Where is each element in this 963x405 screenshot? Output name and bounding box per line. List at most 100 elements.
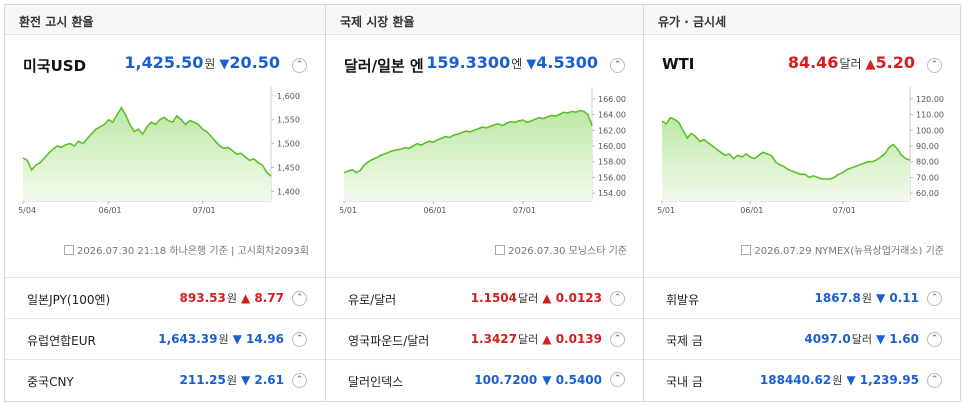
- y-tick-label: 156.00: [598, 173, 626, 182]
- expand-icon[interactable]: ⌃: [610, 58, 625, 73]
- quote-row-change: ▲ 0.0123: [542, 291, 602, 305]
- quote-row-value: 100.7200 ▼ 0.5400 ⌃: [474, 372, 625, 387]
- main-quote-unit: 원: [204, 57, 216, 71]
- quote-row-change-value: 1,239.95: [859, 373, 919, 387]
- main-quote-price-area: 84.46 달러 ▲5.20 ⌃: [788, 53, 942, 74]
- quote-row-change: ▼ 2.61: [241, 373, 284, 387]
- quote-list: 일본JPY(100엔) 893.53 원 ▲ 8.77 ⌃ 유럽연합EUR 1,643.39…: [5, 278, 325, 401]
- quote-row-change: ▼ 1,239.95: [846, 373, 919, 387]
- y-tick-label: 166.00: [598, 95, 626, 104]
- main-quote-change: ▲5.20: [866, 53, 915, 72]
- quote-row-price: 4097.0: [804, 332, 851, 346]
- quote-row-price: 1867.8: [814, 291, 861, 305]
- chart-source-text: 2026.07.29 NYMEX(뉴욕상업거래소) 기준: [754, 246, 944, 257]
- expand-icon[interactable]: ⌃: [292, 58, 307, 73]
- quote-row[interactable]: 국제 금 4097.0 달러 ▼ 1.60 ⌃: [644, 319, 960, 360]
- quote-row-value: 1.1504 달러 ▲ 0.0123 ⌃: [471, 290, 625, 306]
- direction-icon: ▼: [219, 57, 230, 72]
- quote-row-change-value: 0.0139: [555, 332, 602, 346]
- quote-row-change: ▼ 0.5400: [542, 373, 602, 387]
- quote-row-unit: 원: [861, 292, 872, 305]
- quote-row[interactable]: 중국CNY 211.25 원 ▼ 2.61 ⌃: [5, 360, 325, 401]
- quote-row-name: 휘발유: [666, 293, 700, 307]
- expand-icon[interactable]: ⌃: [610, 372, 625, 387]
- series-line: [661, 116, 911, 180]
- quote-row[interactable]: 일본JPY(100엔) 893.53 원 ▲ 8.77 ⌃: [5, 278, 325, 319]
- y-tick-label: 90.00: [916, 142, 939, 151]
- direction-icon: ▲: [865, 57, 876, 72]
- quote-row-price: 1.3427: [470, 332, 518, 346]
- quote-row[interactable]: 영국파운드/달러 1.3427 달러 ▲ 0.0139 ⌃: [326, 319, 643, 360]
- quote-row[interactable]: 국내 금 188440.62 원 ▼ 1,239.95 ⌃: [644, 360, 960, 401]
- expand-icon[interactable]: ⌃: [927, 372, 942, 388]
- expand-icon[interactable]: ⌃: [292, 290, 307, 306]
- quote-row[interactable]: 휘발유 1867.8 원 ▼ 0.11 ⌃: [644, 278, 960, 319]
- main-quote[interactable]: 달러/일본 엔 159.3300 엔 ▼4.5300 ⌃ 154.00 156.0…: [326, 35, 643, 278]
- main-quote-name: 달러/일본 엔: [344, 57, 424, 75]
- main-quote-unit: 달러: [839, 57, 862, 71]
- y-tick-label: 120.00: [916, 95, 944, 104]
- quote-row-change: ▼ 14.96: [233, 332, 284, 346]
- y-tick-label: 1,600: [277, 92, 300, 101]
- x-tick-label: 05/01: [658, 206, 675, 215]
- expand-icon[interactable]: ⌃: [292, 372, 307, 388]
- quote-row-name: 국내 금: [666, 375, 703, 389]
- expand-icon[interactable]: ⌃: [610, 290, 625, 306]
- x-tick-label: 07/01: [513, 206, 536, 215]
- y-tick-label: 158.00: [598, 158, 626, 167]
- quote-row[interactable]: 유로/달러 1.1504 달러 ▲ 0.0123 ⌃: [326, 278, 643, 319]
- quote-row-value: 893.53 원 ▲ 8.77 ⌃: [180, 290, 307, 306]
- y-tick-label: 1,400: [277, 187, 300, 196]
- x-tick-label: 05/04: [19, 206, 36, 215]
- chart-source: 2026.07.30 21:18 하나은행 기준 | 고시회차2093회: [64, 242, 309, 257]
- direction-icon: ▼: [232, 332, 242, 346]
- series-area: [344, 110, 592, 201]
- quote-row-unit: 달러: [851, 333, 872, 346]
- quote-list: 휘발유 1867.8 원 ▼ 0.11 ⌃ 국제 금 4097.0 달러 ▼ 1.60 ⌃ 국내 금…: [644, 278, 960, 401]
- y-tick-label: 1,550: [277, 116, 300, 125]
- y-tick-label: 164.00: [598, 111, 626, 120]
- document-icon: [741, 245, 752, 255]
- expand-icon[interactable]: ⌃: [927, 58, 942, 73]
- expand-icon[interactable]: ⌃: [927, 331, 942, 347]
- expand-icon[interactable]: ⌃: [610, 331, 625, 347]
- price-chart: 1,400 1,450 1,500 1,550 1,600 05/04 06/01 07/01: [19, 87, 300, 215]
- quote-row[interactable]: 유럽연합EUR 1,643.39 원 ▼ 14.96 ⌃: [5, 319, 325, 360]
- panel-title: 환전 고시 환율: [5, 5, 325, 35]
- panel-exchange-rates: 환전 고시 환율 미국USD 1,425.50 원 ▼20.50 ⌃ 1,400…: [5, 5, 325, 401]
- expand-icon[interactable]: ⌃: [292, 331, 307, 347]
- main-quote-change-value: 4.5300: [536, 53, 598, 72]
- series-area: [662, 117, 910, 201]
- y-tick-label: 60.00: [916, 189, 939, 198]
- y-tick-label: 100.00: [916, 126, 944, 135]
- quote-row-change-value: 0.11: [889, 291, 919, 305]
- document-icon: [495, 245, 506, 255]
- quote-row-change-value: 0.0123: [555, 291, 602, 305]
- quote-row-price: 893.53: [179, 291, 226, 305]
- main-quote-name: WTI: [662, 55, 695, 73]
- y-tick-label: 162.00: [598, 126, 626, 135]
- x-tick-label: 06/01: [99, 206, 122, 215]
- main-quote-change-value: 5.20: [875, 53, 915, 72]
- quote-row-change-value: 2.61: [254, 373, 284, 387]
- document-icon: [64, 245, 74, 255]
- main-quote-price-area: 1,425.50 원 ▼20.50 ⌃: [124, 53, 307, 74]
- y-tick-label: 1,500: [277, 140, 300, 149]
- quote-row-value: 4097.0 달러 ▼ 1.60 ⌃: [804, 331, 942, 347]
- quote-row[interactable]: 달러인덱스 100.7200 ▼ 0.5400 ⌃: [326, 360, 643, 401]
- y-tick-label: 110.00: [916, 111, 944, 120]
- direction-icon: ▲: [240, 291, 251, 305]
- quote-list: 유로/달러 1.1504 달러 ▲ 0.0123 ⌃ 영국파운드/달러 1.3427 달러 ▲ …: [326, 278, 643, 401]
- quote-row-price: 1,643.39: [158, 332, 218, 346]
- quote-row-name: 국제 금: [666, 334, 703, 348]
- quote-row-change: ▲ 8.77: [241, 291, 284, 305]
- main-quote[interactable]: WTI 84.46 달러 ▲5.20 ⌃ 60.00 70.00 80.00 90.0…: [644, 35, 960, 278]
- chart-source: 2026.07.30 모닝스타 기준: [495, 242, 627, 257]
- price-chart: 60.00 70.00 80.00 90.00 100.00 110.00 120.00 05…: [658, 87, 944, 215]
- main-quote[interactable]: 미국USD 1,425.50 원 ▼20.50 ⌃ 1,400 1,450 1,50…: [5, 35, 325, 278]
- series-line: [22, 106, 272, 177]
- quote-row-change: ▲ 0.0139: [542, 332, 602, 346]
- quote-row-change-value: 0.5400: [555, 372, 602, 387]
- expand-icon[interactable]: ⌃: [927, 290, 942, 306]
- quote-row-unit: 달러: [518, 333, 539, 346]
